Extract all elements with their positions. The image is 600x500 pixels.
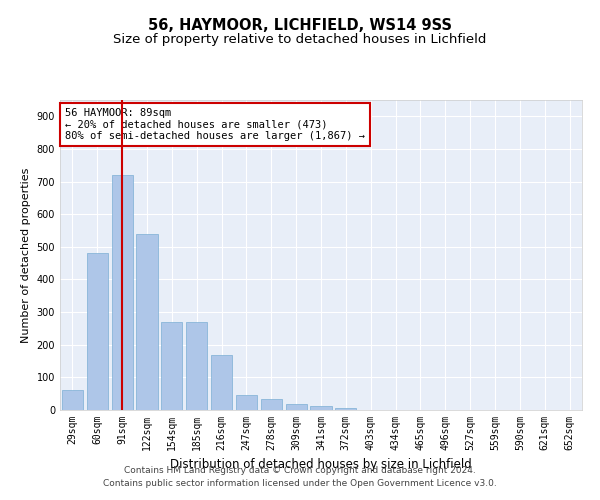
Bar (236, 396, 257, 410)
Bar (310, 406, 332, 410)
Y-axis label: Number of detached properties: Number of detached properties (21, 168, 31, 342)
Text: 56, HAYMOOR, LICHFIELD, WS14 9SS: 56, HAYMOOR, LICHFIELD, WS14 9SS (148, 18, 452, 32)
Text: 56 HAYMOOR: 89sqm
← 20% of detached houses are smaller (473)
80% of semi-detache: 56 HAYMOOR: 89sqm ← 20% of detached hous… (65, 108, 365, 141)
Text: Size of property relative to detached houses in Lichfield: Size of property relative to detached ho… (113, 32, 487, 46)
Bar (186, 322, 207, 410)
Bar (136, 234, 158, 410)
Bar (211, 354, 232, 410)
Bar (112, 175, 133, 410)
Bar (261, 399, 282, 410)
X-axis label: Distribution of detached houses by size in Lichfield: Distribution of detached houses by size … (170, 458, 472, 471)
Bar (87, 254, 108, 410)
Bar (161, 322, 182, 410)
Bar (286, 404, 307, 410)
Text: Contains HM Land Registry data © Crown copyright and database right 2024.
Contai: Contains HM Land Registry data © Crown c… (103, 466, 497, 487)
Bar (335, 408, 356, 410)
Bar (62, 390, 83, 410)
